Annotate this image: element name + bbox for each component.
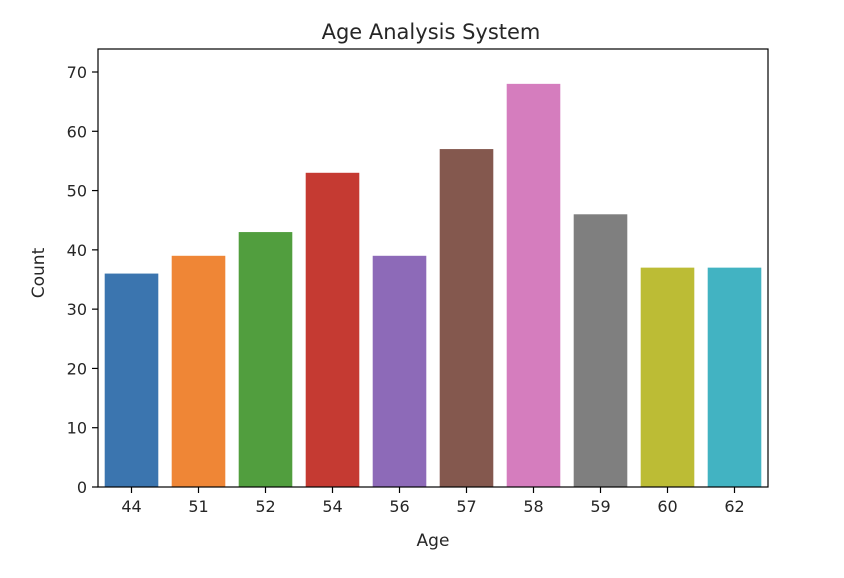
- bar-age-59: [573, 214, 628, 488]
- bar-age-56: [372, 255, 427, 487]
- x-axis-ticks: 44 51 52 54 56 57 58 59 60 62: [121, 487, 745, 516]
- plot-frame: [97, 48, 769, 488]
- y-tick-label: 40: [67, 241, 87, 260]
- bar-age-57: [439, 149, 494, 487]
- x-tick-label: 59: [590, 497, 610, 516]
- bar-age-54: [305, 172, 360, 488]
- y-axis-label: Count: [29, 247, 49, 298]
- bar-age-58: [506, 83, 561, 488]
- y-tick-label: 30: [67, 300, 87, 319]
- bar-age-62: [707, 267, 762, 487]
- x-tick-label: 58: [523, 497, 543, 516]
- y-axis-ticks: 0 10 20 30 40 50 60 70: [67, 63, 98, 497]
- chart-title: Age Analysis System: [322, 20, 541, 44]
- bars-group: [104, 83, 762, 488]
- bar-age-44: [104, 273, 159, 487]
- y-tick-label: 50: [67, 182, 87, 201]
- x-tick-label: 52: [255, 497, 275, 516]
- x-tick-label: 51: [188, 497, 208, 516]
- bar-age-51: [171, 255, 226, 487]
- x-tick-label: 56: [389, 497, 409, 516]
- x-tick-label: 44: [121, 497, 141, 516]
- x-axis-label: Age: [417, 531, 450, 551]
- y-tick-label: 70: [67, 63, 87, 82]
- y-tick-label: 10: [67, 419, 87, 438]
- x-tick-label: 62: [724, 497, 744, 516]
- y-tick-label: 60: [67, 122, 87, 141]
- y-tick-label: 0: [77, 478, 87, 497]
- x-tick-label: 60: [657, 497, 677, 516]
- x-tick-label: 54: [322, 497, 342, 516]
- bar-age-52: [238, 232, 293, 487]
- bar-age-60: [640, 267, 695, 487]
- x-tick-label: 57: [456, 497, 476, 516]
- y-tick-label: 20: [67, 359, 87, 378]
